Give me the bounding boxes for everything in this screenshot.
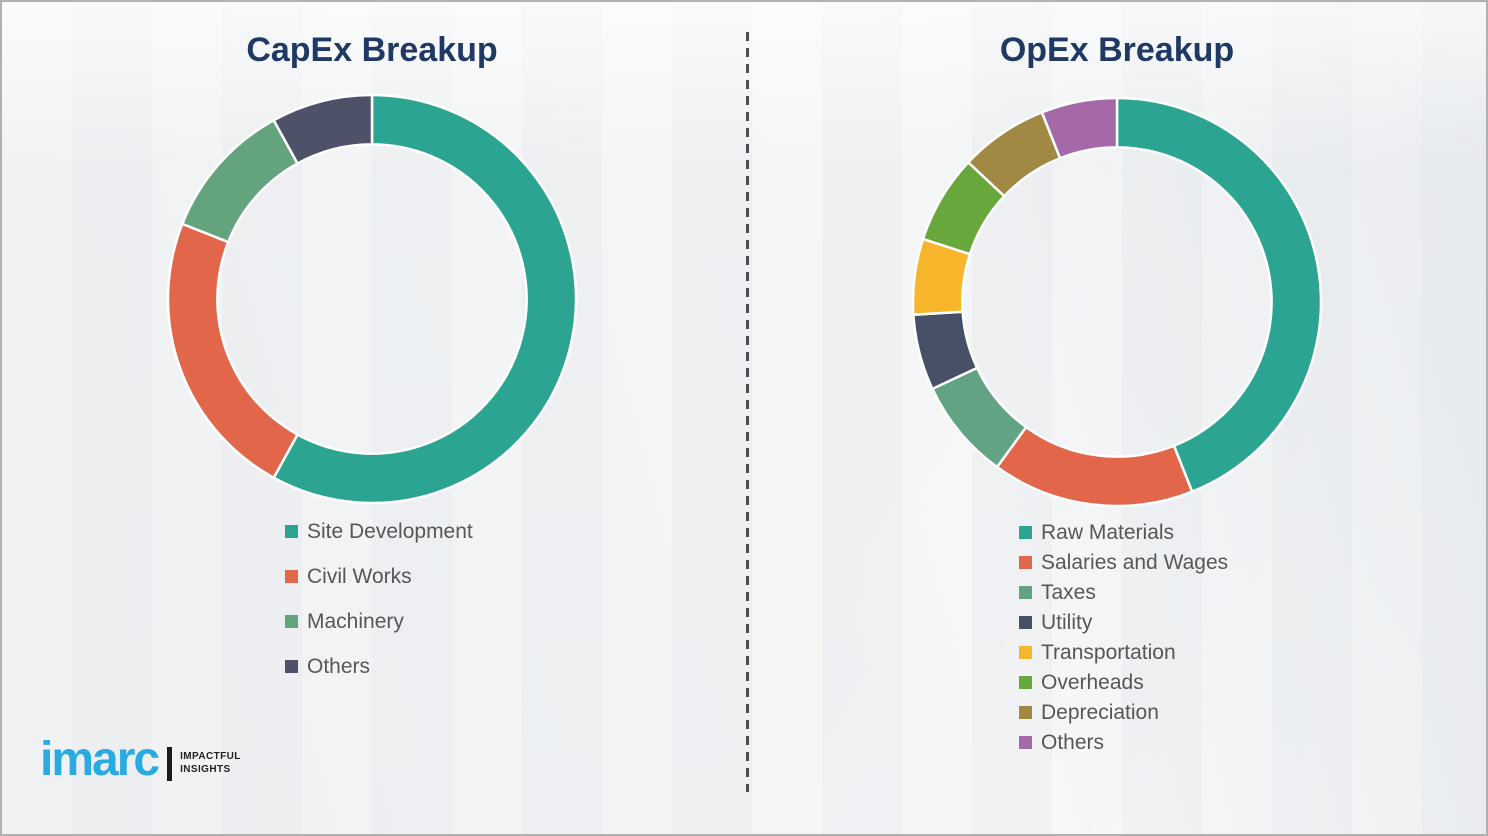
legend-marker: [1019, 645, 1032, 659]
legend-item-raw-materials: Raw Materials: [1019, 517, 1228, 547]
donut-segment-site-development: [272, 93, 578, 505]
legend-marker: [1019, 525, 1032, 539]
donut-segment-civil-works: [166, 222, 299, 480]
capex-chart-title: CapEx Breakup: [246, 31, 498, 69]
donut-segment-others: [272, 93, 374, 165]
tagline-line-1: IMPACTFUL: [180, 751, 241, 763]
tagline-line-2: INSIGHTS: [180, 763, 231, 775]
legend-item-site-development: Site Development: [285, 509, 473, 554]
legend-marker: [285, 570, 298, 583]
legend-label: Site Development: [307, 520, 473, 543]
legend-marker: [1019, 585, 1032, 599]
legend-item-utility: Utility: [1019, 607, 1228, 637]
legend-label: Depreciation: [1041, 700, 1159, 724]
legend-label: Overheads: [1041, 670, 1144, 694]
legend-label: Civil Works: [307, 565, 412, 588]
legend-item-overheads: Overheads: [1019, 667, 1228, 697]
legend-marker: [285, 525, 298, 538]
legend-marker: [1019, 735, 1032, 749]
imarc-wordmark: imarc: [40, 733, 160, 786]
vertical-dashed-divider: [746, 32, 749, 792]
legend-marker: [1019, 615, 1032, 629]
legend-label: Utility: [1041, 610, 1093, 634]
legend-marker: [285, 660, 298, 673]
legend-marker: [1019, 675, 1032, 689]
donut-segment-salaries-and-wages: [995, 425, 1194, 508]
legend-label: Salaries and Wages: [1041, 550, 1229, 574]
legend-label: Transportation: [1041, 640, 1176, 664]
legend-item-transportation: Transportation: [1019, 637, 1228, 667]
legend-marker: [285, 615, 298, 628]
legend-label: Raw Materials: [1041, 520, 1175, 544]
legend-item-others: Others: [285, 644, 473, 689]
legend-item-others: Others: [1019, 727, 1228, 757]
opex-legend: Raw Materials Salaries and Wages Taxes Util…: [1019, 517, 1228, 757]
legend-item-depreciation: Depreciation: [1019, 697, 1228, 727]
imarc-logo: imarc IMPACTFUL INSIGHTS: [40, 733, 241, 786]
legend-label: Others: [1041, 730, 1105, 754]
legend-label: Taxes: [1041, 580, 1096, 604]
legend-marker: [1019, 705, 1032, 719]
logo-divider-bar: [167, 746, 173, 781]
opex-donut-chart: [911, 96, 1323, 508]
legend-item-taxes: Taxes: [1019, 577, 1228, 607]
donut-segment-raw-materials: [1115, 96, 1323, 493]
legend-marker: [1019, 555, 1032, 569]
donut-segment-machinery: [181, 118, 299, 244]
legend-label: Machinery: [307, 610, 404, 633]
legend-label: Others: [307, 655, 371, 678]
donut-segment-others: [1040, 96, 1119, 160]
opex-chart-title: OpEx Breakup: [999, 31, 1235, 69]
capex-donut-chart: [166, 93, 578, 505]
imarc-tagline: IMPACTFUL INSIGHTS: [180, 751, 241, 776]
legend-item-salaries-and-wages: Salaries and Wages: [1019, 547, 1228, 577]
legend-item-civil-works: Civil Works: [285, 554, 473, 599]
legend-item-machinery: Machinery: [285, 599, 473, 644]
capex-legend: Site Development Civil Works Machinery Othe…: [285, 509, 473, 689]
